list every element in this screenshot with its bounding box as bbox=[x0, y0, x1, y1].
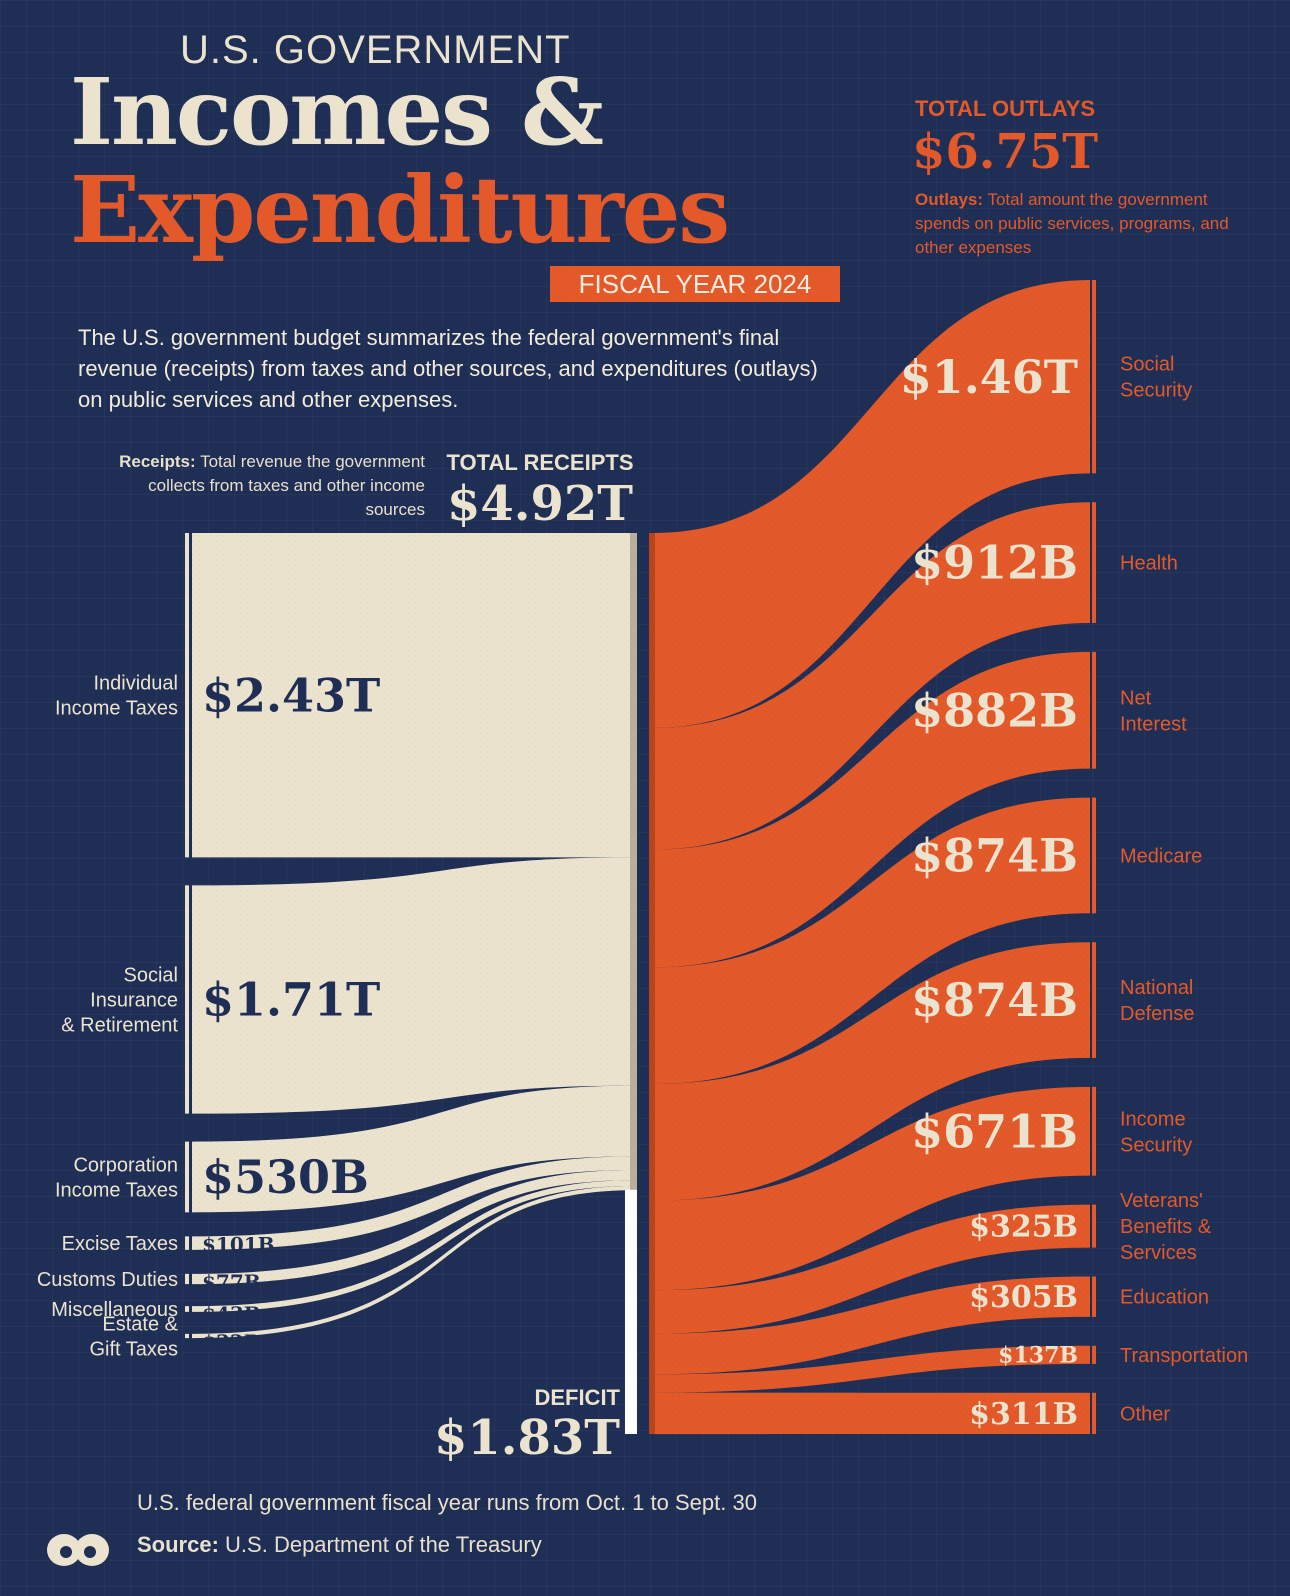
receipt-value-estate-gift-taxes: $32B bbox=[202, 1330, 261, 1354]
receipt-bar-individual-income-taxes bbox=[185, 533, 189, 858]
outlay-value-income-security: $671B bbox=[911, 1104, 1078, 1158]
receipt-flow-texture bbox=[192, 1169, 637, 1285]
total-receipts-label: TOTAL RECEIPTS bbox=[446, 450, 634, 475]
kicker-title: U.S. GOVERNMENT bbox=[180, 28, 571, 72]
receipt-flow-texture bbox=[192, 1156, 637, 1250]
receipts-definition-text: Total revenue the government collects fr… bbox=[148, 452, 425, 519]
outlay-label-national-defense: National Defense bbox=[1120, 977, 1195, 1025]
receipt-value-excise-taxes: $101B bbox=[202, 1232, 275, 1256]
outlays-column-edge bbox=[649, 533, 655, 1434]
outlay-value-transportation: $137B bbox=[998, 1343, 1078, 1369]
outlays-definition-text: Total amount the government spends on pu… bbox=[915, 190, 1229, 257]
publisher-logo-icon bbox=[47, 1534, 109, 1566]
receipt-value-miscellaneous: $43B bbox=[202, 1302, 261, 1326]
receipt-value-social-insurance-retirement: $1.71T bbox=[202, 973, 380, 1027]
receipt-label-estate-gift-taxes: Estate & Gift Taxes bbox=[89, 1313, 178, 1360]
outlay-bar-other bbox=[1092, 1392, 1096, 1434]
outlay-bar-income-security bbox=[1092, 1086, 1096, 1176]
footer-source: Source: U.S. Department of the Treasury bbox=[137, 1532, 542, 1558]
receipt-value-corporation-income-taxes: $530B bbox=[202, 1150, 369, 1204]
outlay-label-social-security: Social Security bbox=[1120, 354, 1192, 402]
outlay-flow-texture bbox=[653, 1086, 1090, 1291]
outlay-label-other: Other bbox=[1120, 1403, 1170, 1425]
main-title-line2: Expenditures bbox=[70, 156, 730, 264]
deficit-label: DEFICIT bbox=[534, 1385, 620, 1410]
outlay-bar-social-security bbox=[1092, 280, 1096, 474]
receipt-flow-texture bbox=[192, 1085, 637, 1213]
receipts-column-edge bbox=[630, 533, 637, 1190]
outlay-bar-medicare bbox=[1092, 797, 1096, 914]
outlay-bar-education bbox=[1092, 1276, 1096, 1317]
receipt-bar-estate-gift-taxes bbox=[185, 1333, 189, 1339]
receipt-label-customs-duties: Customs Duties bbox=[37, 1269, 178, 1291]
outlay-value-veterans-benefits-services: $325B bbox=[969, 1210, 1078, 1245]
outlay-bar-national-defense bbox=[1092, 942, 1096, 1058]
outlay-flow-texture bbox=[653, 502, 1090, 850]
outlay-value-net-interest: $882B bbox=[911, 683, 1078, 737]
outlay-bar-veterans-benefits-services bbox=[1092, 1204, 1096, 1248]
receipt-flow-texture bbox=[192, 857, 637, 1114]
receipts-definition: Receipts: Total revenue the government c… bbox=[110, 450, 425, 522]
outlay-value-social-security: $1.46T bbox=[900, 350, 1078, 404]
outlay-flow-texture bbox=[653, 797, 1090, 1085]
outlay-value-medicare: $874B bbox=[911, 829, 1078, 883]
description-text: The U.S. government budget summarizes th… bbox=[78, 325, 818, 412]
receipt-value-individual-income-taxes: $2.43T bbox=[202, 668, 380, 722]
total-outlays-value: $6.75T bbox=[912, 124, 1099, 180]
outlays-definition: Outlays: Total amount the government spe… bbox=[915, 188, 1255, 260]
outlays-definition-term: Outlays: bbox=[915, 190, 984, 209]
receipt-bar-excise-taxes bbox=[185, 1236, 189, 1250]
source-text: U.S. Department of the Treasury bbox=[225, 1532, 542, 1557]
outlay-value-health: $912B bbox=[911, 536, 1078, 590]
receipt-bar-social-insurance-retirement bbox=[185, 885, 189, 1114]
receipt-label-social-insurance-retirement: Social Insurance & Retirement bbox=[61, 964, 178, 1036]
outlay-label-medicare: Medicare bbox=[1120, 845, 1202, 867]
outlay-label-veterans-benefits-services: Veterans' Benefits & Services bbox=[1120, 1190, 1212, 1264]
outlay-label-net-interest: Net Interest bbox=[1120, 687, 1187, 735]
outlay-bar-transportation bbox=[1092, 1345, 1096, 1364]
outlay-label-income-security: Income Security bbox=[1120, 1108, 1192, 1156]
outlay-value-other: $311B bbox=[969, 1397, 1078, 1432]
outlay-bar-net-interest bbox=[1092, 651, 1096, 769]
outlay-flow-texture bbox=[653, 1204, 1090, 1334]
outlay-flow-texture bbox=[653, 1392, 1090, 1435]
total-outlays-label: TOTAL OUTLAYS bbox=[915, 96, 1096, 121]
receipt-bar-customs-duties bbox=[185, 1273, 189, 1285]
receipt-label-miscellaneous: Miscellaneous bbox=[51, 1299, 178, 1321]
outlay-value-national-defense: $874B bbox=[911, 973, 1078, 1027]
total-receipts-value: $4.92T bbox=[446, 476, 634, 532]
outlay-label-education: Education bbox=[1120, 1287, 1209, 1309]
outlay-flow-texture bbox=[653, 280, 1090, 728]
outlay-label-transportation: Transportation bbox=[1120, 1345, 1248, 1367]
deficit-value: $1.83T bbox=[433, 1410, 620, 1466]
outlay-value-education: $305B bbox=[969, 1280, 1078, 1315]
outlay-flow-texture bbox=[653, 942, 1090, 1201]
deficit-bar bbox=[625, 1189, 637, 1434]
receipt-bar-miscellaneous bbox=[185, 1306, 189, 1312]
receipt-flow-texture bbox=[192, 533, 637, 858]
receipt-label-corporation-income-taxes: Corporation Income Taxes bbox=[55, 1154, 178, 1201]
outlay-flow-texture bbox=[653, 1345, 1090, 1393]
receipt-label-individual-income-taxes: Individual Income Taxes bbox=[55, 673, 178, 720]
main-title-line1: Incomes & bbox=[70, 58, 604, 166]
outlay-flow-texture bbox=[653, 1276, 1090, 1375]
receipt-bar-corporation-income-taxes bbox=[185, 1141, 189, 1213]
receipt-label-excise-taxes: Excise Taxes bbox=[62, 1233, 178, 1255]
outlay-bar-health bbox=[1092, 502, 1096, 623]
outlay-flow-texture bbox=[653, 651, 1090, 968]
source-term: Source: bbox=[137, 1532, 219, 1557]
receipts-definition-term: Receipts: bbox=[119, 452, 196, 471]
footer-note: U.S. federal government fiscal year runs… bbox=[137, 1490, 757, 1515]
receipt-value-customs-duties: $77B bbox=[202, 1270, 261, 1294]
fiscal-year-badge: FISCAL YEAR 2024 bbox=[550, 266, 840, 302]
outlay-label-health: Health bbox=[1120, 553, 1178, 575]
